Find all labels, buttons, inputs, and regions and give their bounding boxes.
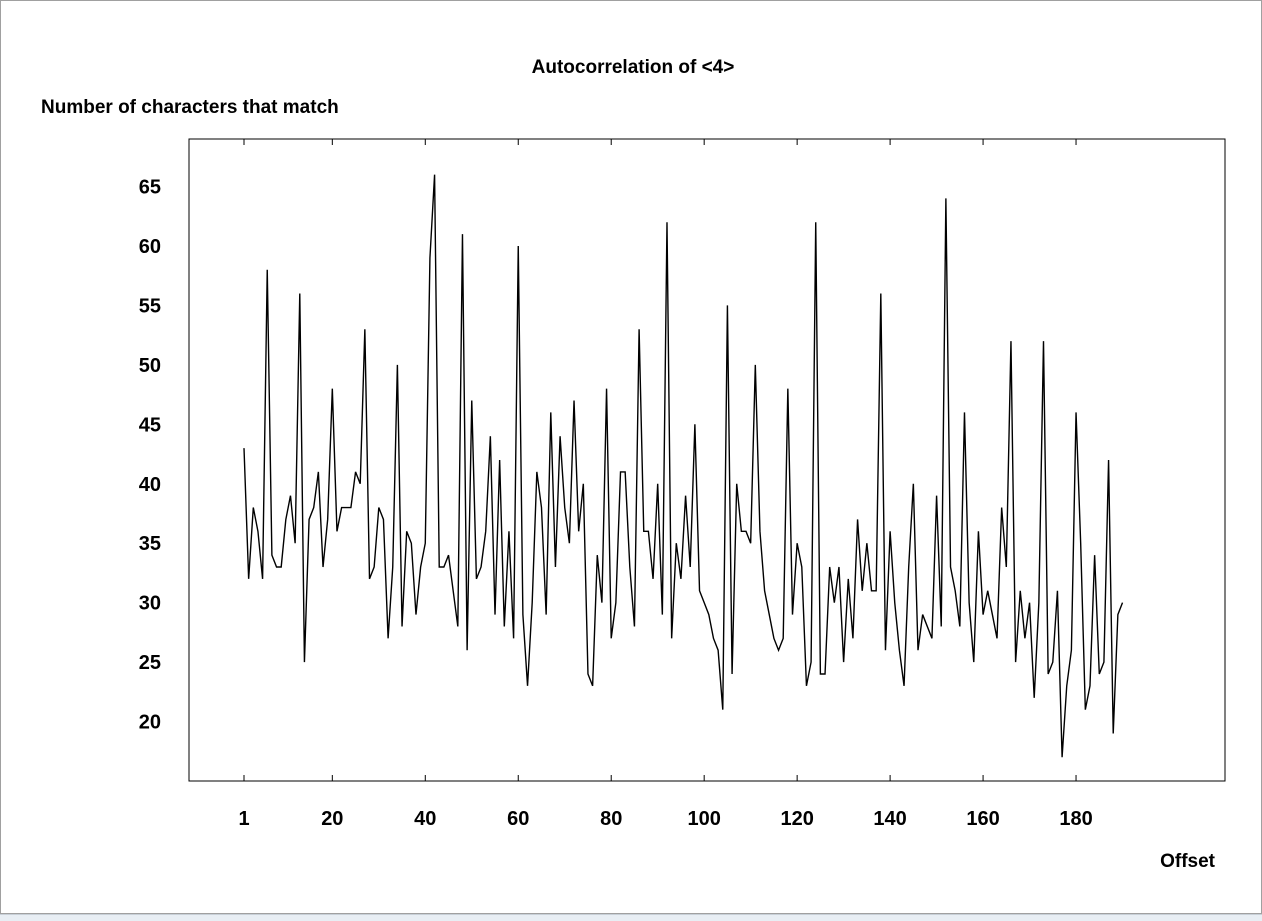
y-tick-label-55: 55 bbox=[139, 295, 161, 317]
y-tick-label-35: 35 bbox=[139, 533, 161, 555]
y-tick-label-50: 50 bbox=[139, 355, 161, 377]
x-tick-label-80: 80 bbox=[600, 808, 622, 830]
axis-tick-labels: 1 20 40 60 80 100 120 140 160 1802025303540455055… bbox=[139, 177, 1093, 830]
y-axis-label: Number of characters that match bbox=[41, 97, 339, 118]
x-tick-label-40: 40 bbox=[414, 808, 436, 830]
x-tick-label-160: 160 bbox=[966, 808, 999, 830]
y-tick-label-25: 25 bbox=[139, 652, 161, 674]
status-strip bbox=[0, 914, 1262, 921]
x-tick-label-120: 120 bbox=[780, 808, 813, 830]
series-line-0 bbox=[243, 174, 1124, 758]
plot-frame bbox=[188, 138, 1226, 782]
x-tick-label-100: 100 bbox=[687, 808, 720, 830]
x-tick-label-140: 140 bbox=[873, 808, 906, 830]
y-tick-label-20: 20 bbox=[139, 712, 161, 734]
chart-title: Autocorrelation of <4> bbox=[532, 57, 735, 78]
y-tick-label-40: 40 bbox=[139, 474, 161, 496]
x-tick-label-180: 180 bbox=[1059, 808, 1092, 830]
x-tick-label-60: 60 bbox=[507, 808, 529, 830]
y-tick-label-45: 45 bbox=[139, 414, 161, 436]
x-tick-label-1: 1 bbox=[238, 808, 249, 830]
y-tick-label-30: 30 bbox=[139, 593, 161, 615]
x-axis-label: Offset bbox=[1160, 851, 1216, 872]
series-group bbox=[243, 174, 1124, 758]
y-tick-label-60: 60 bbox=[139, 236, 161, 258]
x-tick-label-20: 20 bbox=[321, 808, 343, 830]
y-tick-label-65: 65 bbox=[139, 177, 161, 199]
axis-ticks bbox=[243, 139, 1077, 781]
